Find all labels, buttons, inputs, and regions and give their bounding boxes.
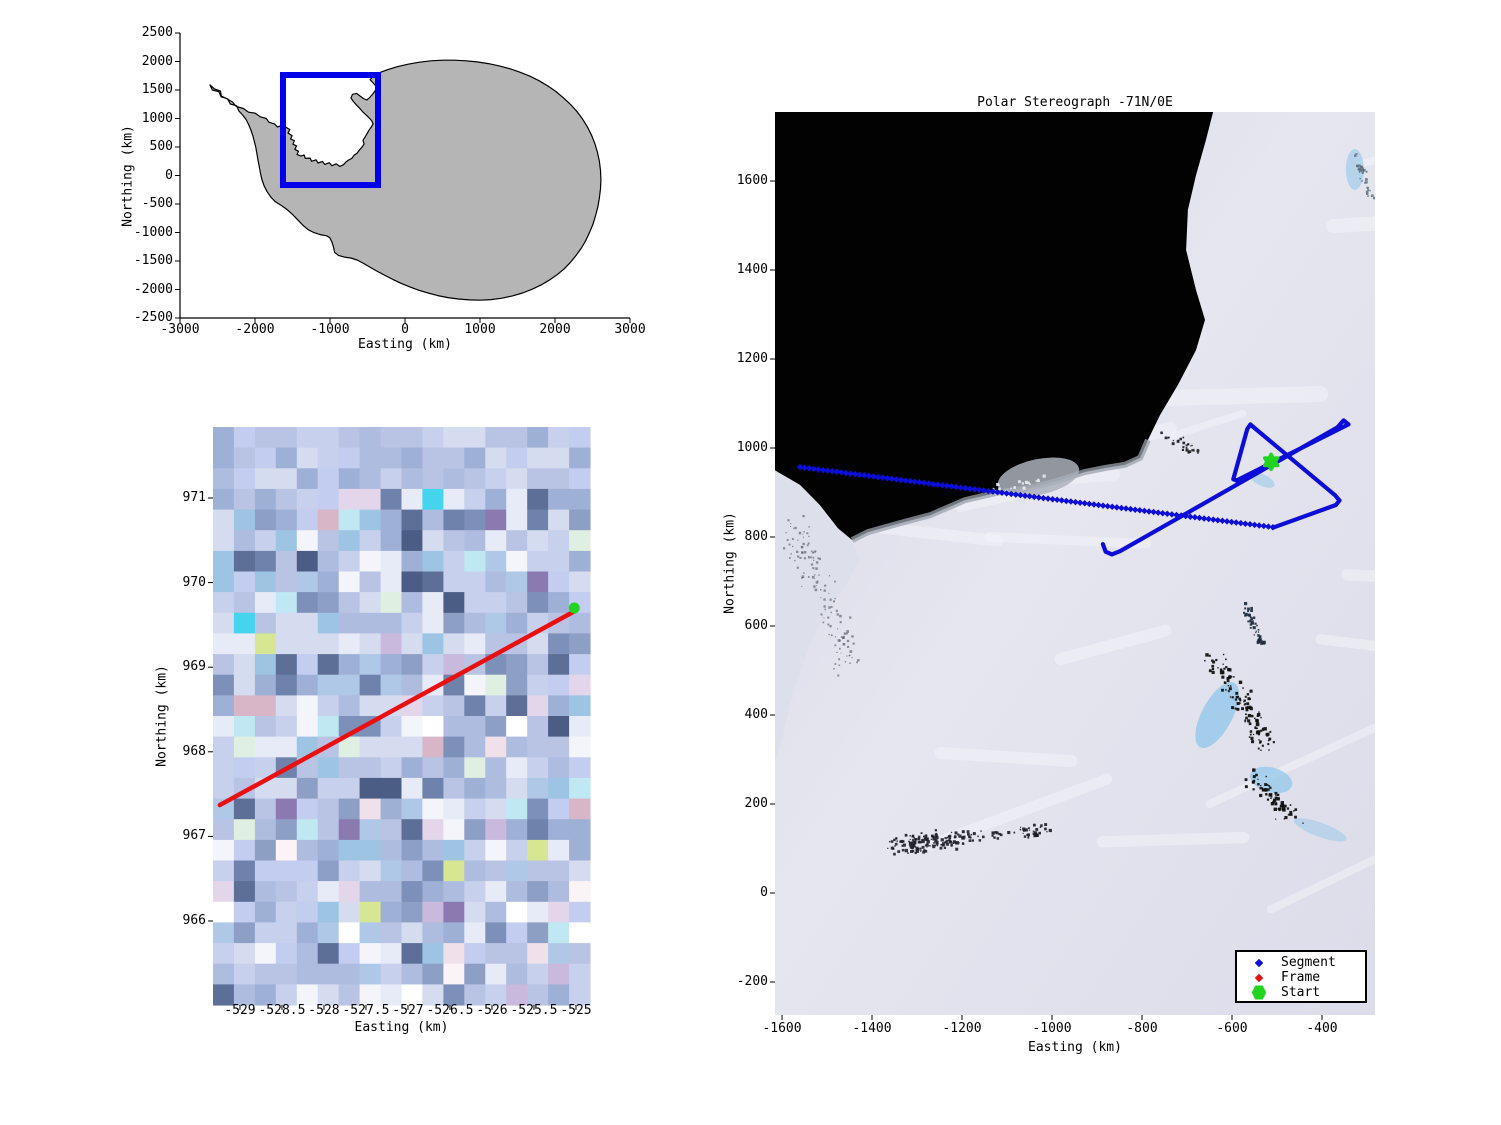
locator-ytick: 1500 — [141, 82, 173, 97]
flightline-yaxis-label: Northing (km) — [722, 512, 738, 614]
zoom-image-xtick: -527.5 — [342, 1003, 390, 1018]
flightline-map-ytick: 0 — [760, 884, 768, 900]
zoom-image-xtick: -525.5 — [510, 1003, 558, 1018]
locator-ytick: -1000 — [133, 224, 173, 240]
locator-xtick: -3000 — [160, 322, 200, 337]
zoom-image-xaxis-label: Easting (km) — [354, 1020, 449, 1035]
selection-box[interactable] — [279, 72, 382, 189]
start-hexagram-icon — [1251, 985, 1267, 1000]
locator-xaxis-label: Easting (km) — [358, 337, 452, 352]
locator-xtick: 0 — [401, 322, 409, 337]
flightline-map-ytick: 600 — [744, 617, 768, 633]
frame-line — [217, 609, 577, 808]
flightline-plot[interactable] — [775, 54, 1501, 1015]
legend-item-segment: Segment — [1237, 955, 1365, 970]
flightline-map-title: Polar Stereograph -71N/0E — [977, 95, 1173, 110]
zoom-image-ytick: 967 — [182, 828, 206, 844]
locator-xtick: 1000 — [464, 322, 496, 337]
locator-ytick: -2500 — [133, 310, 173, 325]
flightline-map-ytick: 1600 — [736, 173, 768, 189]
start-marker-zoom — [568, 602, 580, 614]
zoom-image-xtick: -529 — [224, 1003, 256, 1018]
zoom-image-xtick: -526.5 — [426, 1003, 474, 1018]
legend-item-frame: Frame — [1237, 970, 1365, 985]
segment-diamond-icon — [1254, 958, 1264, 967]
flightline-map-xtick: -800 — [1126, 1021, 1158, 1036]
zoom-image-xtick: -528.5 — [258, 1003, 306, 1018]
locator-ytick: -2000 — [133, 281, 173, 297]
flightline-map-ytick: -200 — [736, 973, 768, 989]
legend-label-start: Start — [1281, 985, 1321, 1000]
legend[interactable]: Segment Frame Start — [1235, 950, 1367, 1003]
zoom-image-ytick: 971 — [182, 489, 206, 505]
flightline-map-ytick: 1400 — [736, 262, 768, 277]
start-marker — [1262, 452, 1280, 472]
locator-xtick: 3000 — [614, 322, 646, 337]
locator-ytick: -500 — [141, 196, 173, 211]
locator-ytick: -1500 — [133, 253, 173, 268]
flightline-map-xtick: -1200 — [942, 1021, 982, 1036]
locator-xtick: -1000 — [310, 322, 350, 337]
zoom-image-ytick: 966 — [182, 912, 206, 928]
glacier-region — [775, 470, 860, 760]
legend-label-segment: Segment — [1281, 955, 1336, 970]
flightline-map-xtick: -400 — [1306, 1021, 1338, 1036]
legend-item-start: Start — [1237, 985, 1365, 1000]
locator-ytick: 500 — [149, 139, 173, 154]
zoom-image-plot[interactable] — [213, 427, 591, 1006]
zoom-image-xtick: -528 — [308, 1003, 340, 1018]
flightline-xaxis-label: Easting (km) — [1028, 1040, 1122, 1055]
locator-xtick: 2000 — [539, 322, 571, 337]
frame-diamond-icon — [1254, 973, 1264, 982]
flightline-map-xtick: -1000 — [1032, 1021, 1072, 1036]
zoom-image-xtick: -525 — [560, 1003, 592, 1018]
flightline-map-xtick: -1600 — [762, 1021, 802, 1036]
zoom-image-xtick: -526 — [476, 1003, 508, 1018]
zoom-image-ytick: 968 — [182, 743, 206, 759]
ocean-region — [775, 112, 1214, 541]
locator-ytick: 1000 — [141, 110, 173, 126]
flightline-map-ytick: 800 — [744, 529, 768, 544]
flightline-map-ytick: 1200 — [736, 351, 768, 366]
zoom-image-ytick: 970 — [182, 574, 206, 590]
flightline-map-ytick: 400 — [744, 706, 768, 722]
locator-ytick: 2500 — [141, 25, 173, 40]
locator-plot[interactable] — [179, 33, 630, 319]
zoom-image-ytick: 969 — [182, 659, 206, 675]
antarctica-outline — [209, 59, 602, 301]
flightline-map-xtick: -1400 — [852, 1021, 892, 1036]
legend-label-frame: Frame — [1281, 970, 1321, 985]
flightline-map-ytick: 1000 — [736, 440, 768, 455]
flight-track — [1100, 418, 1351, 557]
zoom-image-xtick: -527 — [392, 1003, 424, 1018]
locator-xtick: -2000 — [235, 322, 275, 337]
flightline-map-xtick: -600 — [1216, 1021, 1248, 1036]
locator-ytick: 0 — [165, 167, 173, 183]
flightline-map-ytick: 200 — [744, 795, 768, 811]
locator-ytick: 2000 — [141, 53, 173, 69]
